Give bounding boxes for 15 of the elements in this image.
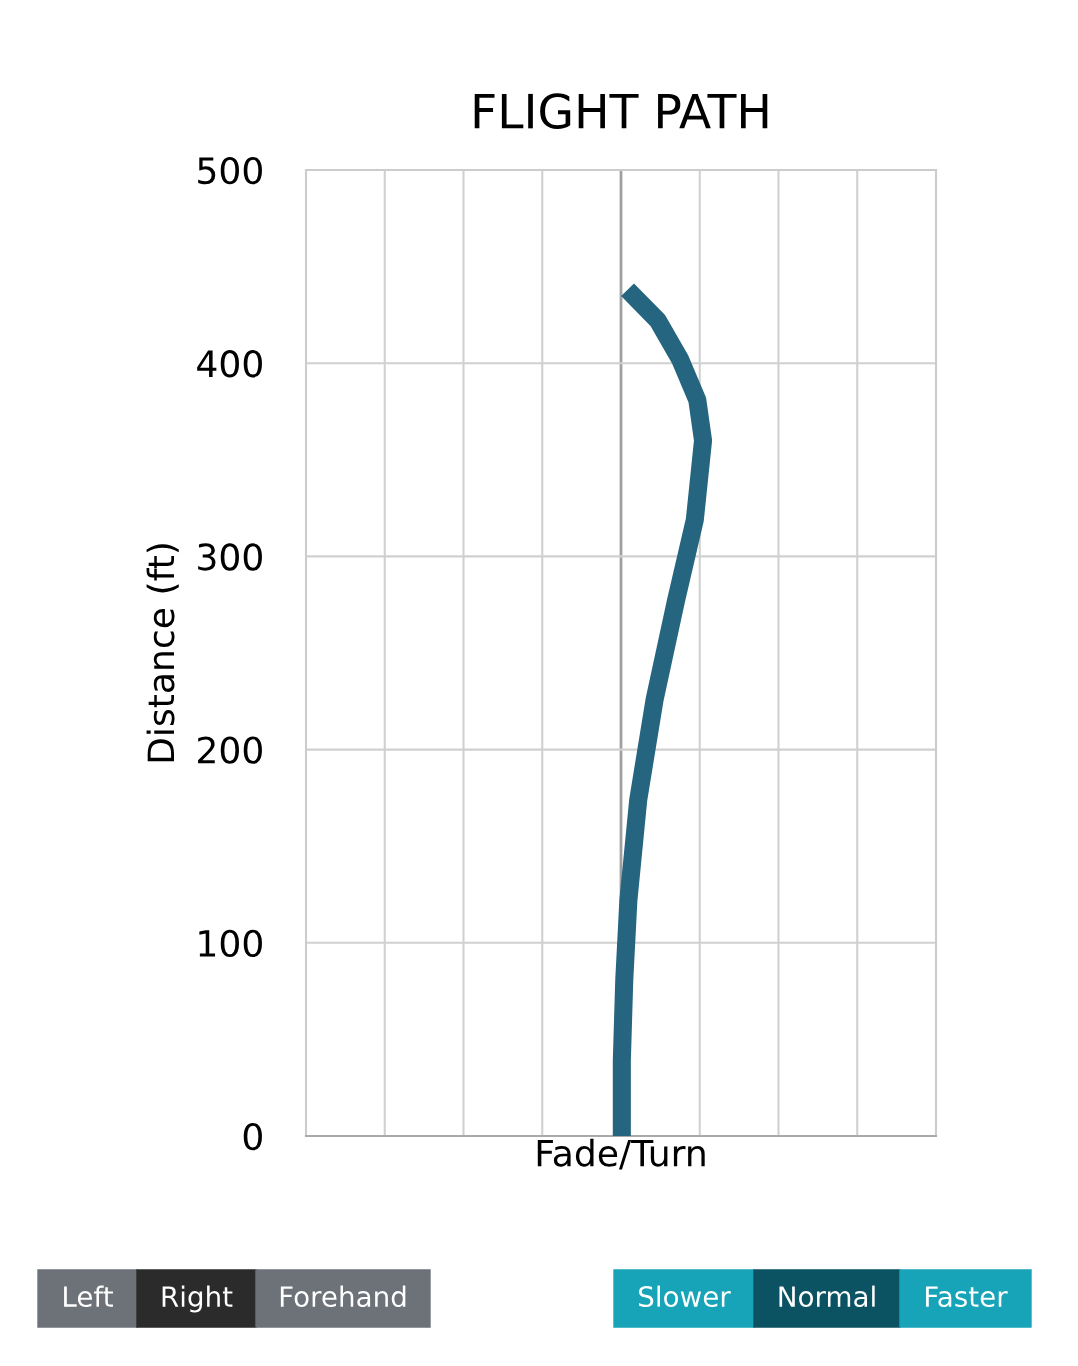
y-tick-label: 0	[243, 1122, 262, 1151]
text: Forehand	[280, 1285, 406, 1308]
text: Right	[162, 1285, 233, 1313]
text: Left	[64, 1285, 113, 1308]
chart-title: FLIGHT PATH	[474, 93, 768, 129]
text: Faster	[926, 1286, 1008, 1308]
y-tick-label: 500	[198, 156, 262, 185]
x-axis-title: Fade/Turn	[537, 1138, 705, 1170]
text: Slower	[639, 1285, 731, 1308]
y-tick-label: 300	[198, 543, 262, 571]
y-tick-label: 200	[198, 736, 262, 764]
y-axis-title: Distance (ft)	[146, 544, 179, 762]
y-tick-label: 100	[199, 929, 262, 958]
y-tick-label: 400	[197, 350, 262, 378]
text: Normal	[779, 1285, 875, 1308]
